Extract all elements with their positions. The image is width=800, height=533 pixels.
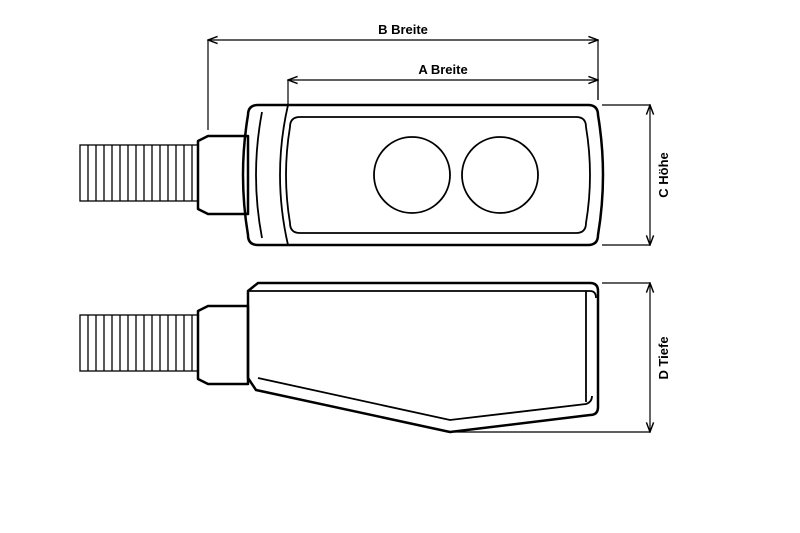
top-lens-window [286, 117, 590, 233]
side-neck [198, 306, 248, 384]
top-body-outer [243, 105, 603, 245]
dimension-lines: B Breite A Breite C Höhe D Tiefe [208, 22, 671, 432]
label-c-hoehe: C Höhe [656, 152, 671, 198]
top-view [80, 105, 603, 245]
top-led-1 [374, 137, 450, 213]
side-top-chamfer [248, 291, 596, 298]
label-d-tiefe: D Tiefe [656, 336, 671, 379]
technical-drawing: B Breite A Breite C Höhe D Tiefe [0, 0, 800, 533]
top-thread [80, 145, 198, 201]
side-thread [80, 315, 198, 371]
label-a-breite: A Breite [418, 62, 467, 77]
top-neck [198, 136, 248, 214]
top-body-chamfer [256, 105, 288, 245]
side-view [80, 283, 598, 432]
label-b-breite: B Breite [378, 22, 428, 37]
top-led-2 [462, 137, 538, 213]
